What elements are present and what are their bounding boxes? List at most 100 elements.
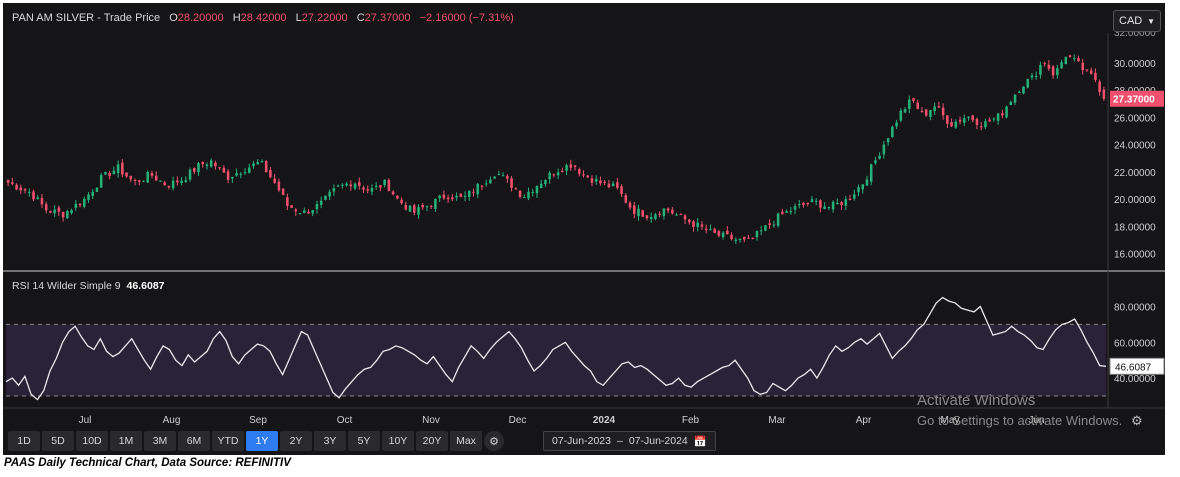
date-from: 07-Jun-2023 bbox=[552, 435, 611, 447]
time-tick-label: Jul bbox=[79, 415, 92, 426]
candle-body bbox=[734, 239, 738, 241]
candle-body bbox=[823, 206, 826, 209]
candle-body bbox=[908, 99, 911, 109]
candle-body bbox=[916, 102, 919, 109]
candle-body bbox=[1030, 75, 1034, 78]
candle-body bbox=[840, 202, 843, 206]
candle-body bbox=[1005, 106, 1008, 118]
chart-panel: 16.00000 18.00000 20.00000 22.00000 24.00000… bbox=[3, 3, 1165, 455]
rsi-last-tag bbox=[1109, 357, 1165, 375]
candle-body bbox=[121, 162, 124, 175]
instrument-title: PAN AM SILVER - Trade Price bbox=[12, 12, 161, 24]
candle-body bbox=[307, 211, 310, 214]
candle-body bbox=[484, 183, 488, 185]
chart-settings-gear-icon[interactable]: ⚙ bbox=[484, 431, 504, 451]
range-button-10d[interactable]: 10D bbox=[76, 431, 108, 451]
candle-body bbox=[222, 167, 226, 173]
currency-select[interactable]: CAD ▼ bbox=[1113, 10, 1161, 32]
rsi-tick-label: 80.00000 bbox=[1114, 302, 1156, 313]
watermark-line1: Activate Windows bbox=[917, 392, 1036, 409]
candle-body bbox=[23, 189, 27, 191]
candle-body bbox=[692, 221, 695, 227]
price-tick-label: 16.00000 bbox=[1114, 249, 1156, 260]
candle-body bbox=[649, 217, 653, 220]
candle-body bbox=[108, 172, 111, 177]
range-button-1y[interactable]: 1Y bbox=[246, 431, 278, 451]
range-button-5y[interactable]: 5Y bbox=[348, 431, 380, 451]
candle-body bbox=[886, 138, 890, 143]
candle-body bbox=[243, 172, 247, 174]
candle-body bbox=[713, 228, 716, 233]
range-button-2y[interactable]: 2Y bbox=[280, 431, 312, 451]
candle-body bbox=[836, 202, 839, 205]
candle-body bbox=[759, 230, 763, 232]
time-tick-label: Nov bbox=[422, 415, 440, 426]
range-button-1m[interactable]: 1M bbox=[110, 431, 142, 451]
candle-body bbox=[1009, 101, 1013, 106]
date-range-picker[interactable]: 07-Jun-2023 – 07-Jun-2024 📅 bbox=[543, 431, 716, 451]
range-button-ytd[interactable]: YTD bbox=[212, 431, 244, 451]
candle-body bbox=[91, 191, 94, 196]
range-button-10y[interactable]: 10Y bbox=[382, 431, 414, 451]
candle-body bbox=[57, 207, 61, 212]
time-tick-label: Sep bbox=[249, 415, 267, 426]
time-tick-label: Dec bbox=[509, 415, 527, 426]
candle-body bbox=[624, 195, 628, 203]
candle-body bbox=[294, 209, 298, 212]
candle-body bbox=[933, 106, 936, 112]
candle-body bbox=[582, 174, 585, 176]
gear-icon[interactable]: ⚙ bbox=[1131, 413, 1143, 428]
candle-body bbox=[950, 121, 953, 127]
price-tick-label: 18.00000 bbox=[1114, 222, 1156, 233]
price-tick-label: 26.00000 bbox=[1114, 113, 1156, 124]
range-button-20y[interactable]: 20Y bbox=[416, 431, 448, 451]
candle-body bbox=[129, 175, 133, 180]
candle-body bbox=[154, 175, 158, 181]
candle-body bbox=[214, 162, 217, 167]
candle-body bbox=[171, 180, 175, 189]
candle-body bbox=[996, 113, 1000, 121]
candle-body bbox=[696, 222, 699, 228]
candle-body bbox=[70, 210, 73, 214]
candle-body bbox=[1060, 62, 1063, 69]
range-button-3y[interactable]: 3Y bbox=[314, 431, 346, 451]
candle-body bbox=[1064, 57, 1068, 65]
price-tick-label: 20.00000 bbox=[1114, 195, 1156, 206]
candle-body bbox=[1034, 76, 1038, 78]
candle-body bbox=[328, 191, 331, 197]
candle-body bbox=[205, 164, 209, 167]
candle-body bbox=[387, 180, 391, 191]
candle-body bbox=[167, 186, 171, 188]
candle-body bbox=[704, 228, 708, 231]
candle-body bbox=[819, 200, 822, 208]
calendar-icon: 📅 bbox=[693, 435, 707, 448]
candle-body bbox=[793, 206, 797, 210]
time-tick-label: Apr bbox=[856, 415, 872, 426]
candle-body bbox=[146, 171, 149, 183]
candle-body bbox=[726, 230, 729, 235]
candle-body bbox=[891, 126, 894, 138]
range-button-1d[interactable]: 1D bbox=[8, 431, 40, 451]
last-price-tag bbox=[1110, 90, 1164, 107]
candle-body bbox=[518, 190, 522, 197]
candle-body bbox=[286, 197, 289, 206]
range-button-3m[interactable]: 3M bbox=[144, 431, 176, 451]
candle-body bbox=[400, 199, 403, 204]
range-button-6m[interactable]: 6M bbox=[178, 431, 210, 451]
candle-body bbox=[671, 209, 674, 214]
range-button-5d[interactable]: 5D bbox=[42, 431, 74, 451]
candle-body bbox=[429, 206, 433, 208]
candle-body bbox=[789, 211, 793, 213]
candle-body bbox=[785, 211, 788, 213]
candle-body bbox=[539, 183, 543, 189]
candle-body bbox=[379, 185, 382, 188]
candle-body bbox=[561, 170, 564, 172]
candle-body bbox=[755, 230, 759, 238]
candle-body bbox=[1098, 81, 1101, 92]
candle-body bbox=[654, 214, 657, 220]
candle-body bbox=[358, 182, 361, 186]
time-tick-label: Jun bbox=[1028, 415, 1044, 426]
range-button-max[interactable]: Max bbox=[450, 431, 482, 451]
candle-body bbox=[764, 225, 767, 231]
candle-body bbox=[226, 171, 230, 180]
